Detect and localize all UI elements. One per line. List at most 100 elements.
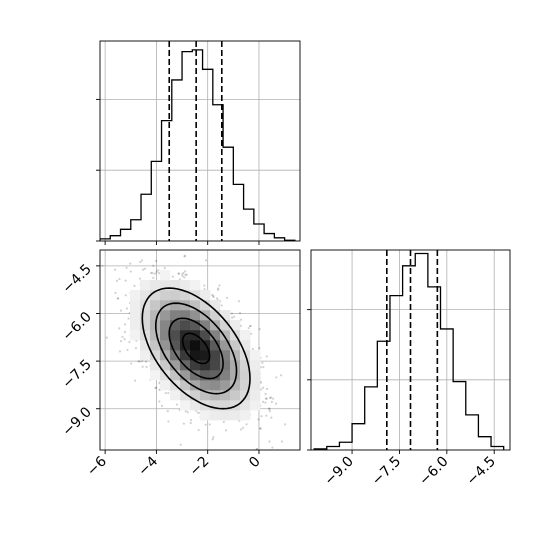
density-cell <box>180 320 191 331</box>
scatter-point <box>155 386 158 389</box>
density-cell <box>170 370 181 381</box>
density-cell <box>220 310 231 321</box>
density-cell <box>240 390 251 401</box>
scatter-point <box>274 402 278 405</box>
density-cell <box>200 410 211 421</box>
density-cell <box>230 360 241 371</box>
scatter-point <box>271 446 274 449</box>
x-tick-label: −6.0 <box>416 454 451 489</box>
scatter-point <box>171 275 175 278</box>
density-cell <box>190 390 201 401</box>
density-cell <box>250 360 261 371</box>
scatter-point <box>268 407 271 410</box>
joint-density <box>101 224 287 450</box>
scatter-point <box>152 264 155 267</box>
density-cell <box>220 400 231 411</box>
scatter-point <box>218 284 221 287</box>
density-cell <box>190 280 201 291</box>
density-cell <box>230 380 241 391</box>
density-cell <box>170 290 181 301</box>
density-cell <box>170 320 181 331</box>
scatter-point <box>118 327 121 330</box>
density-cell <box>160 380 171 391</box>
y-tick-label: −6.0 <box>59 309 94 344</box>
density-cell <box>220 340 231 351</box>
scatter-point <box>134 347 138 350</box>
scatter-point <box>186 411 189 414</box>
density-cell <box>140 320 151 331</box>
scatter-point <box>157 269 160 272</box>
density-cell <box>180 380 191 391</box>
density-cell <box>210 400 221 411</box>
scatter-point <box>178 272 181 275</box>
scatter-point <box>183 255 186 258</box>
contours <box>141 287 251 410</box>
density-cell <box>190 310 201 321</box>
scatter-point <box>258 328 261 331</box>
density-cell <box>210 300 221 311</box>
density-cell <box>220 350 231 361</box>
scatter-point <box>268 410 271 413</box>
scatter-point <box>119 340 123 343</box>
scatter-point <box>157 272 161 275</box>
density-cell <box>130 290 141 301</box>
scatter-point <box>268 408 271 411</box>
scatter-point <box>204 423 207 426</box>
density-cell <box>190 340 201 351</box>
density-cell <box>200 330 211 341</box>
scatter-point <box>216 288 220 291</box>
scatter-point <box>265 355 268 358</box>
density-cell <box>180 310 191 321</box>
density-cell <box>180 400 191 411</box>
scatter-point <box>184 273 187 277</box>
scatter-point <box>134 379 137 382</box>
density-cell <box>170 330 181 341</box>
scatter-point <box>248 324 252 328</box>
scatter-point <box>260 415 263 418</box>
scatter-point <box>155 270 158 273</box>
density-cell <box>150 300 161 311</box>
scatter-point <box>259 366 263 369</box>
scatter-point <box>105 336 108 339</box>
density-cell <box>220 390 231 401</box>
histogram-step <box>100 49 296 241</box>
histogram-panel-param-1 <box>96 40 301 245</box>
contour-level-3 <box>154 302 238 395</box>
density-cell <box>190 320 201 331</box>
scatter-point <box>166 410 169 413</box>
density-cell <box>160 280 171 291</box>
density-cell <box>200 340 211 351</box>
density-cell <box>170 310 181 321</box>
density-cell <box>190 370 201 381</box>
scatter-point <box>182 271 185 275</box>
x-tick-label: −2 <box>187 454 213 480</box>
density-cell <box>160 370 171 381</box>
axes-frame <box>99 40 301 242</box>
scatter-point <box>257 418 260 421</box>
density-cell <box>190 400 201 411</box>
y-tick-label: −7.5 <box>59 357 94 392</box>
scatter-point <box>141 365 144 368</box>
scatter-point <box>181 274 184 278</box>
scatter-point <box>212 295 215 299</box>
histogram-panel-param-2: −9.0 −7.5 −6.0 −4.5 <box>307 249 511 489</box>
scatter-point <box>258 347 261 350</box>
density-cell <box>220 380 231 391</box>
scatter-point <box>167 391 170 395</box>
scatter-point <box>142 224 144 226</box>
scatter-point <box>116 297 119 300</box>
scatter-point <box>138 277 142 280</box>
scatter-point <box>177 272 180 275</box>
scatter-point <box>184 270 187 273</box>
scatter-point <box>238 311 242 315</box>
density-cell <box>220 360 231 371</box>
scatter-point <box>144 360 148 363</box>
scatter-point <box>117 297 120 300</box>
scatter-point <box>220 304 223 307</box>
density-cell <box>250 390 261 401</box>
scatter-point <box>268 440 271 443</box>
scatter-point <box>189 418 193 422</box>
scatter-point <box>167 420 170 423</box>
scatter-point <box>129 270 132 273</box>
scatter-point <box>204 259 208 262</box>
